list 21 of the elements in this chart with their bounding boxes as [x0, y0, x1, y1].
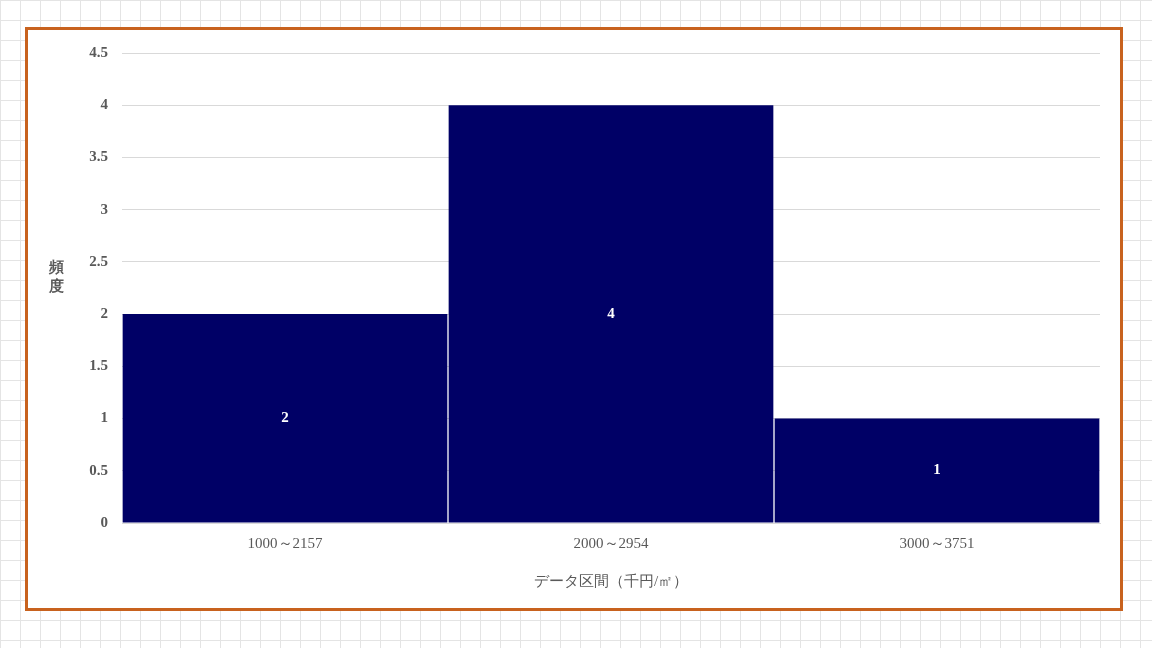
y-axis-title: 頻度: [47, 258, 65, 296]
x-tick-label: 1000～2157: [247, 534, 323, 551]
bar: [122, 314, 448, 523]
y-tick-label: 4: [100, 96, 109, 113]
y-tick-label: 4.5: [89, 43, 108, 60]
y-tick-label: 2.5: [89, 252, 108, 269]
y-tick-label: 3.5: [89, 148, 108, 165]
data-label: 4: [607, 304, 616, 321]
data-label: 2: [281, 409, 289, 426]
y-tick-label: 2: [100, 304, 108, 321]
x-tick-label: 2000～2954: [573, 534, 649, 551]
x-axis-title: データ区間（千円/㎡）: [533, 572, 689, 589]
x-tick-label: 3000～3751: [899, 534, 975, 551]
data-label: 1: [933, 461, 941, 478]
bar: [448, 105, 774, 523]
y-tick-label: 1.5: [89, 357, 108, 374]
bar: [774, 418, 1100, 523]
y-tick-label: 3: [100, 200, 108, 217]
y-tick-label: 1: [100, 409, 108, 426]
y-tick-label: 0: [100, 513, 108, 530]
y-tick-label: 0.5: [89, 461, 108, 478]
